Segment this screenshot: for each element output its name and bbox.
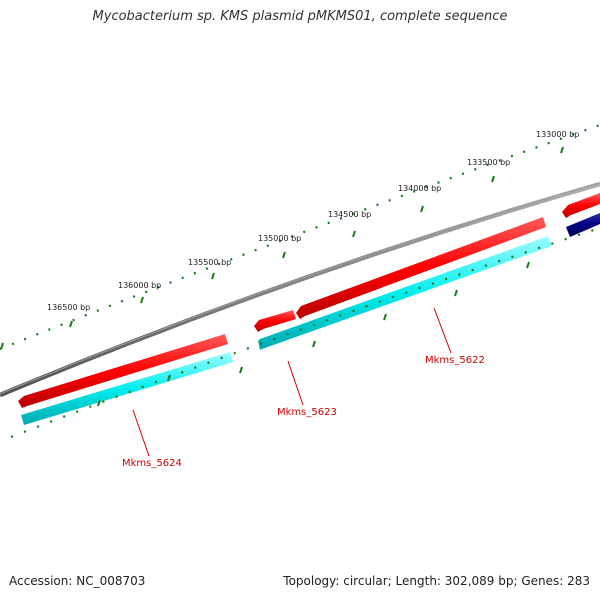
inner-tick xyxy=(167,374,171,382)
tick-label-135500: 135500 bp xyxy=(188,258,231,267)
cds-block-mkms-5623 xyxy=(258,236,552,350)
topology-summary: Topology: circular; Length: 302,089 bp; … xyxy=(283,574,590,588)
gene-arrow-mkms-5624 xyxy=(18,334,228,408)
tick-label-136500: 136500 bp xyxy=(47,303,90,312)
inner-tick xyxy=(454,289,458,297)
gene-labels: Mkms_5622 Mkms_5623 Mkms_5624 xyxy=(122,307,485,469)
other-feature-block xyxy=(566,213,600,237)
scale-labels: 133000 bp 133500 bp 134000 bp 134500 bp … xyxy=(47,130,579,312)
gene-label-mkms-5623: Mkms_5623 xyxy=(277,407,337,418)
cds-block-mkms-5624 xyxy=(21,352,233,425)
outer-major-ticks xyxy=(0,146,564,350)
plasmid-backbone xyxy=(0,181,600,398)
gene-arrow-next xyxy=(562,193,600,218)
leader-line-mkms-5624 xyxy=(132,409,150,457)
tick-label-135000: 135000 bp xyxy=(258,234,301,243)
backbone-highlight xyxy=(0,182,600,395)
tick-label-133500: 133500 bp xyxy=(467,158,510,167)
leader-line-mkms-5622 xyxy=(433,307,452,354)
major-tick xyxy=(211,272,215,280)
inner-scale-ring xyxy=(10,226,600,439)
major-tick xyxy=(0,342,4,350)
tick-label-134000: 134000 bp xyxy=(398,184,441,193)
gene-label-mkms-5624: Mkms_5624 xyxy=(122,458,182,469)
major-tick xyxy=(491,175,495,183)
gene-arrow-mkms-5622 xyxy=(296,217,546,319)
cds-features xyxy=(21,213,600,425)
forward-strand-genes xyxy=(18,193,600,408)
tick-label-134500: 134500 bp xyxy=(328,210,371,219)
gene-label-mkms-5622: Mkms_5622 xyxy=(425,355,485,366)
major-tick xyxy=(420,205,424,213)
major-tick xyxy=(140,296,144,304)
inner-tick xyxy=(312,340,316,348)
gene-arrow-mkms-5623 xyxy=(254,310,296,332)
major-tick xyxy=(352,230,356,238)
tick-label-133000: 133000 bp xyxy=(536,130,579,139)
inner-tick xyxy=(97,399,101,407)
inner-tick xyxy=(239,366,243,374)
inner-tick xyxy=(526,261,530,269)
tick-label-136000: 136000 bp xyxy=(118,281,161,290)
inner-tick xyxy=(383,313,387,321)
major-tick xyxy=(282,251,286,259)
major-tick xyxy=(69,320,73,328)
inner-major-ticks xyxy=(97,261,530,407)
accession-text: Accession: NC_008703 xyxy=(9,574,146,588)
leader-line-mkms-5623 xyxy=(287,360,304,406)
map-title: Mycobacterium sp. KMS plasmid pMKMS01, c… xyxy=(92,9,508,24)
outer-scale-ring xyxy=(0,123,600,351)
major-tick xyxy=(560,146,564,154)
